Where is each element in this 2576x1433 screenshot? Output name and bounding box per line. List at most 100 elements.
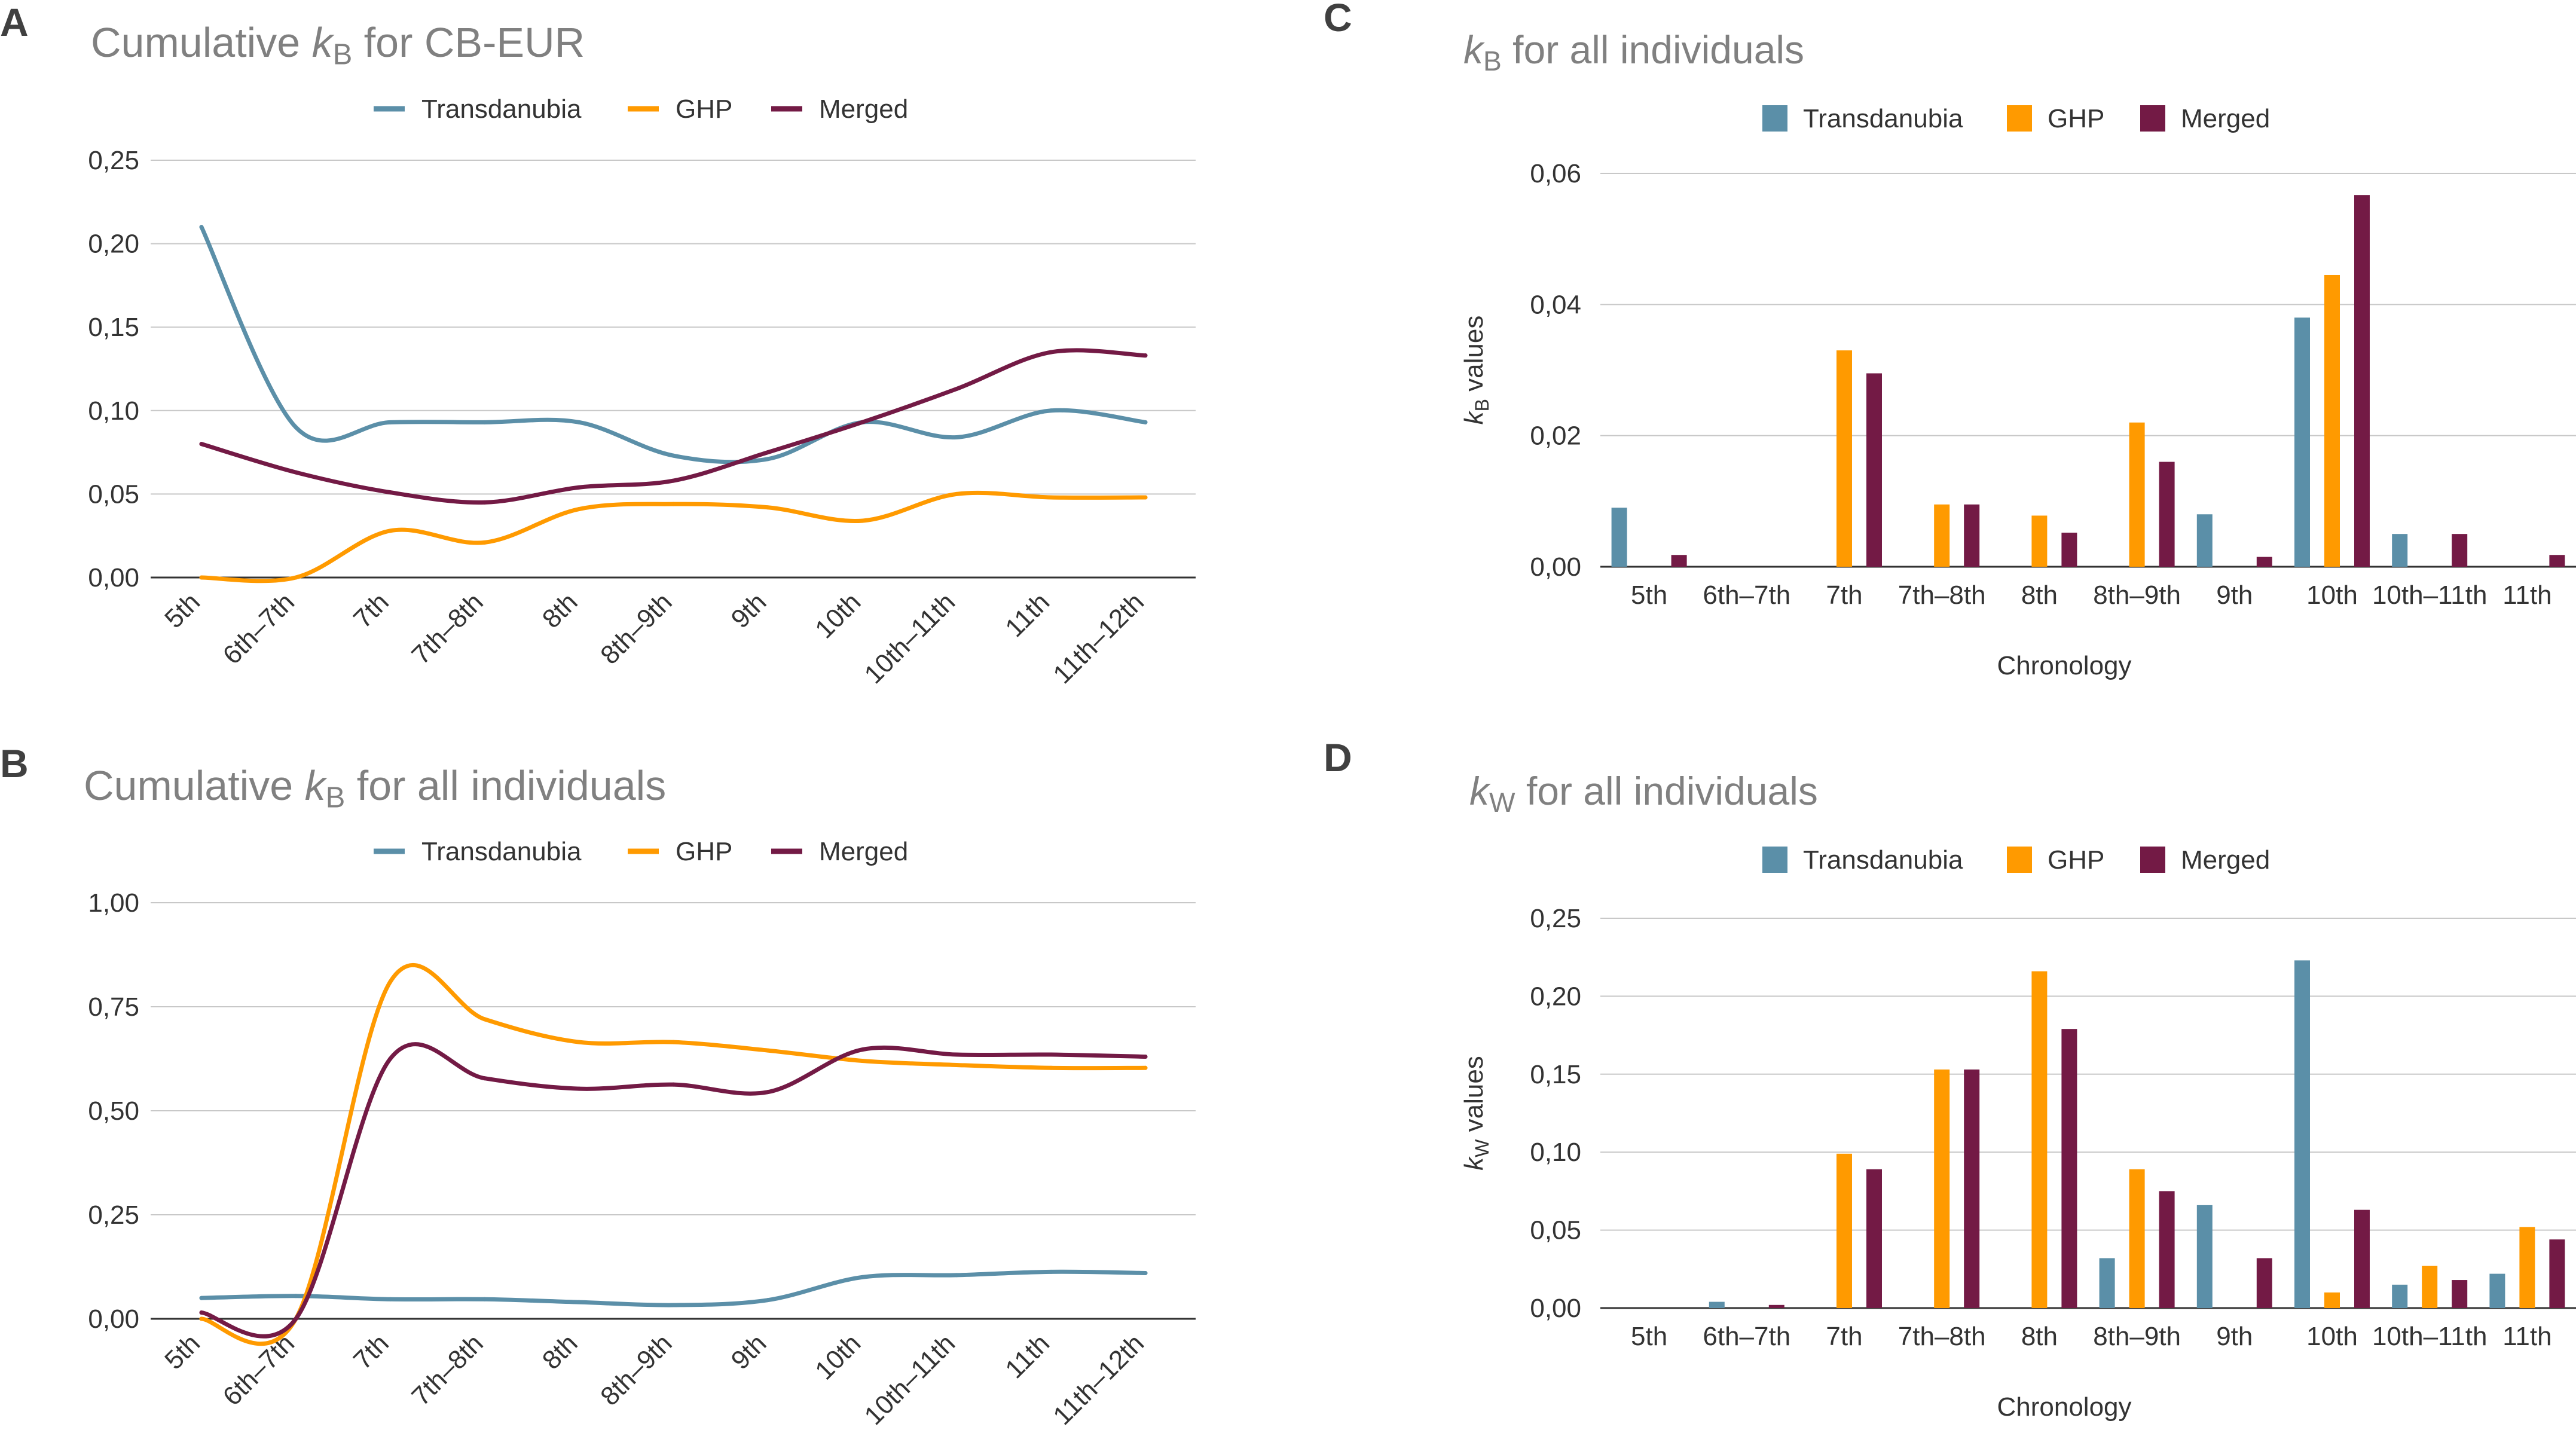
title-suffix: for all individuals: [1515, 769, 1818, 813]
title-subscript: B: [326, 782, 346, 814]
panel-b: B Cumulative kB for all individualsTransd…: [0, 741, 1196, 1431]
title-suffix: for all individuals: [1502, 28, 1804, 72]
y-tick-label: 0,00: [88, 1304, 139, 1334]
bar-merged: [1964, 1069, 1980, 1308]
y-tick-label: 0,20: [88, 230, 139, 259]
legend-label-ghp: GHP: [2048, 104, 2104, 133]
x-tick-label: 10th: [2306, 580, 2358, 610]
data-point-merged: [482, 1076, 487, 1081]
series-line-transdanubia: [199, 225, 1148, 465]
data-point-transdanubia: [388, 420, 393, 424]
x-tick-label: 7th–8th: [1898, 580, 1986, 610]
data-point-transdanubia: [1143, 420, 1148, 424]
data-point-transdanubia: [954, 1273, 959, 1278]
x-tick-label: 5th: [1631, 1322, 1667, 1351]
y-axis-title: kB values: [1459, 316, 1493, 425]
bar-transdanubia: [2196, 514, 2213, 567]
y-tick-label: 0,20: [1530, 982, 1581, 1011]
data-point-ghp: [860, 518, 864, 523]
data-point-merged: [388, 1056, 393, 1061]
x-tick-label: 7th: [348, 1328, 395, 1375]
y-tick-label: 0,10: [1530, 1138, 1581, 1167]
y-axis-title-suffix: values: [1459, 316, 1489, 399]
bar-transdanubia: [2489, 1273, 2505, 1308]
y-axis-title-k: k: [1459, 410, 1489, 424]
x-tick-label: 11th: [1000, 587, 1055, 643]
x-tick-label: 11th: [2502, 1322, 2551, 1351]
series-line-merged: [199, 1042, 1148, 1339]
data-point-transdanubia: [294, 1294, 298, 1298]
data-point-merged: [482, 500, 487, 505]
legend-label-merged: Merged: [819, 94, 908, 124]
data-point-ghp: [954, 1062, 959, 1067]
data-point-ghp: [860, 1058, 864, 1063]
bar-ghp: [1836, 350, 1852, 567]
legend-label-merged: Merged: [2181, 104, 2270, 133]
data-point-merged: [1049, 1052, 1053, 1057]
bar-merged: [1866, 373, 1882, 567]
y-tick-label: 0,05: [88, 479, 139, 509]
y-axis-title: kW values: [1459, 1056, 1493, 1171]
data-point-ghp: [294, 575, 298, 580]
x-tick-label: 10th–11th: [859, 1328, 961, 1430]
data-point-ghp: [577, 1040, 582, 1044]
legend-label-merged: Merged: [819, 837, 908, 866]
bar-merged: [2159, 1191, 2175, 1308]
x-tick-label: 10th: [809, 587, 866, 644]
data-point-transdanubia: [671, 1303, 676, 1307]
legend-swatch-ghp: [2007, 847, 2032, 873]
panel-letter: A: [0, 0, 29, 44]
panel-letter: D: [1324, 735, 1352, 780]
bar-merged: [2452, 1280, 2468, 1308]
title-k: k: [305, 762, 328, 809]
title-subscript: B: [333, 39, 353, 71]
data-point-ghp: [1143, 495, 1148, 500]
x-tick-label: 11th: [1000, 1328, 1055, 1384]
legend-label-ghp: GHP: [676, 94, 732, 124]
x-tick-label: 9th: [726, 587, 772, 634]
bar-ghp: [1836, 1153, 1852, 1308]
data-point-ghp: [388, 528, 393, 533]
x-tick-label: 11th–12th: [1047, 587, 1150, 689]
x-tick-label: 10th–11th: [2372, 1322, 2487, 1351]
bar-merged: [1866, 1169, 1882, 1308]
legend-swatch-merged: [2140, 847, 2165, 873]
bar-transdanubia: [1611, 508, 1627, 567]
y-tick-label: 0,50: [88, 1096, 139, 1126]
bar-merged: [2452, 534, 2468, 567]
y-tick-label: 0,00: [1530, 552, 1581, 582]
bar-merged: [2354, 195, 2370, 567]
data-point-transdanubia: [482, 420, 487, 424]
data-point-transdanubia: [1143, 1270, 1148, 1275]
data-point-ghp: [1143, 1065, 1148, 1070]
title-k: k: [1463, 28, 1485, 72]
data-point-merged: [294, 470, 298, 475]
data-point-ghp: [954, 491, 959, 496]
data-point-transdanubia: [199, 225, 204, 230]
series-line-transdanubia: [199, 1269, 1148, 1307]
x-tick-label: 5th: [159, 1328, 206, 1375]
data-point-merged: [860, 1047, 864, 1052]
y-tick-label: 0,15: [1530, 1060, 1581, 1089]
panel-letter: C: [1324, 0, 1352, 39]
y-axis-title-subscript: B: [1471, 399, 1493, 411]
data-point-transdanubia: [199, 1295, 204, 1300]
y-tick-label: 0,00: [1530, 1294, 1581, 1323]
panel-a: A Cumulative kB for CB-EUR Transdanubia GHP…: [0, 0, 1196, 689]
series-line-ghp: [199, 490, 1148, 583]
x-tick-label: 8th: [2021, 1322, 2058, 1351]
y-tick-label: 0,04: [1530, 290, 1581, 319]
data-point-merged: [199, 1310, 204, 1315]
bar-transdanubia: [2294, 317, 2310, 567]
data-point-transdanubia: [671, 453, 676, 458]
x-tick-label: 8th: [537, 587, 583, 634]
x-tick-label: 6th–7th: [1703, 580, 1790, 610]
y-tick-label: 0,00: [88, 563, 139, 592]
legend-label-ghp: GHP: [2048, 845, 2104, 875]
data-point-transdanubia: [765, 457, 770, 462]
bar-merged: [2061, 1029, 2077, 1308]
chart-title: Cumulative kB for all individuals: [84, 762, 666, 814]
